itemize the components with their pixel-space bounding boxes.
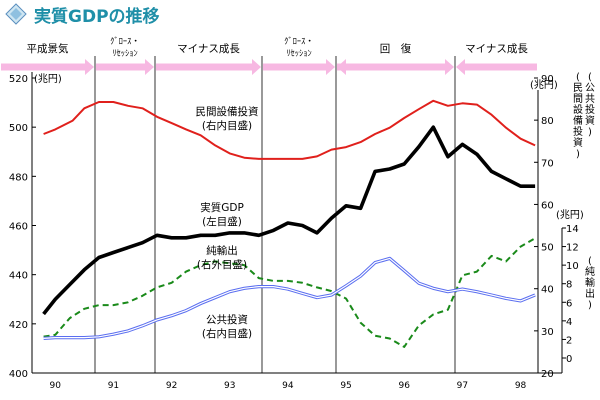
series-label: 実質GDP (左目盛) [200, 201, 244, 228]
right-outer-tick-label: 14 [566, 224, 579, 235]
right-inner-tick-label: 90 [541, 74, 554, 85]
public-investment-axis-label: (公共投資) [585, 72, 595, 138]
phase-label: 平成景気 [27, 42, 69, 55]
phase-label: ｸﾞﾛｰｽ・ﾘｾｯｼｮﾝ [284, 37, 314, 59]
right-outer-tick-label: 8 [566, 280, 572, 291]
right-inner-tick-label: 30 [541, 327, 554, 338]
right-inner-tick-label: 70 [541, 158, 554, 169]
series-line-public-investment-outer [43, 256, 536, 340]
x-tick-label: 96 [399, 381, 411, 391]
phase-arrow [156, 59, 261, 75]
page-title: 実質GDPの推移 [34, 6, 160, 27]
net-export-axis-label: (純輸出) [585, 256, 595, 311]
x-tick-label: 93 [224, 381, 235, 391]
diamond-icon-inner [10, 8, 22, 20]
series-labels: 民間設備投資(右内目盛) 実質GDP (左目盛) 純輸出(右外目盛) 公共投資(右内目盛… [196, 105, 259, 340]
x-tick-label: 98 [515, 381, 527, 391]
phase-arrow [96, 59, 154, 75]
series-line-net-exports [43, 237, 536, 348]
left-tick-label: 500 [9, 123, 28, 134]
private-investment-axis-label: (民間設備投資) [573, 72, 583, 160]
x-tick-label: 95 [340, 381, 351, 391]
phase-arrows: 平成景気 ｸﾞﾛｰｽ・ﾘｾｯｼｮﾝ マイナス成長 ｸﾞﾛｰｽ・ﾘｾｯｼｮﾝ 回 復 マイナ… [1, 37, 537, 75]
right-inner-tick-label: 50 [541, 243, 554, 254]
left-unit-label: (兆円) [34, 73, 62, 85]
series-label: 民間設備投資(右内目盛) [196, 105, 259, 132]
right-outer-tick-label: 10 [566, 261, 579, 272]
series-layer [42, 99, 536, 348]
phase-label: ｸﾞﾛｰｽ・ﾘｾｯｼｮﾝ [110, 37, 140, 59]
right-inner-tick-label: 40 [541, 285, 554, 296]
series-label: 公共投資(右内目盛) [202, 313, 252, 340]
series-line-gdp [42, 125, 536, 316]
x-tick-label: 90 [50, 381, 62, 391]
right-outer-unit-label: (兆円) [556, 209, 584, 221]
left-tick-label: 460 [9, 222, 28, 233]
left-tick-label: 440 [9, 271, 28, 282]
right-outer-tick-label: 0 [566, 354, 572, 365]
header: 実質GDPの推移 [5, 3, 160, 27]
x-tick-label: 92 [166, 381, 177, 391]
phase-arrow [337, 59, 454, 75]
right-outer-tick-label: 12 [566, 243, 579, 254]
phase-label: マイナス成長 [177, 43, 240, 55]
series-line-private-investment [43, 99, 536, 160]
series-line-public-investment-inner [43, 257, 536, 339]
series-label: 純輸出(右外目盛) [197, 244, 247, 271]
right-outer-tick-label: 2 [566, 335, 572, 346]
right-inner-tick-label: 60 [541, 200, 554, 211]
right-inner-tick-label: 20 [541, 369, 554, 380]
phase-label: マイナス成長 [465, 43, 528, 55]
right-inner-unit-label: (兆円) [530, 79, 558, 91]
left-tick-label: 480 [9, 172, 28, 183]
x-tick-label: 97 [457, 381, 468, 391]
left-tick-label: 520 [9, 74, 28, 85]
right-outer-tick-label: 4 [566, 317, 572, 328]
x-tick-label: 91 [108, 381, 119, 391]
left-tick-label: 400 [9, 369, 28, 380]
phase-label: 回 復 [380, 42, 412, 55]
left-tick-label: 420 [9, 320, 28, 331]
x-tick-label: 94 [282, 381, 294, 391]
phase-arrow [456, 59, 537, 75]
right-inner-tick-label: 80 [541, 116, 554, 127]
phase-arrow [1, 59, 94, 75]
phase-arrow-head [337, 59, 346, 75]
phase-arrow [263, 59, 335, 75]
right-outer-tick-label: 6 [566, 298, 572, 309]
